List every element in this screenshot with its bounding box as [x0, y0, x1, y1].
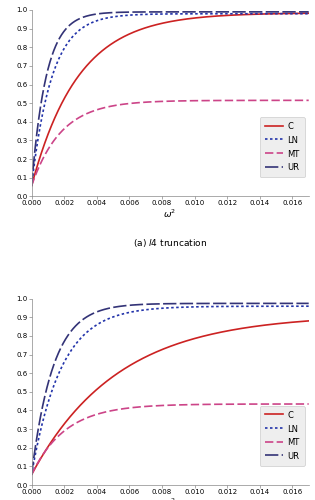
MT	[157, 98, 161, 104]
LN	[299, 10, 302, 16]
MT	[248, 401, 252, 407]
C	[299, 318, 302, 324]
LN	[248, 304, 252, 310]
LN	[307, 303, 311, 309]
C	[157, 21, 161, 27]
MT	[307, 98, 311, 103]
LN	[299, 303, 302, 309]
MT	[299, 98, 302, 103]
UR	[164, 300, 168, 306]
LN	[30, 183, 33, 189]
Legend: C, LN, MT, UR: C, LN, MT, UR	[260, 117, 305, 177]
Line: LN: LN	[32, 14, 309, 186]
C	[30, 183, 33, 189]
Line: C: C	[32, 321, 309, 475]
LN	[299, 303, 302, 309]
C	[299, 10, 302, 16]
UR	[164, 9, 168, 15]
LN	[164, 11, 168, 17]
LN	[157, 11, 161, 17]
C	[307, 318, 311, 324]
Legend: C, LN, MT, UR: C, LN, MT, UR	[260, 406, 305, 466]
UR	[30, 183, 33, 189]
LN	[30, 472, 33, 478]
MT	[44, 150, 48, 156]
UR	[248, 9, 252, 15]
UR	[157, 301, 161, 307]
Line: UR: UR	[32, 12, 309, 186]
MT	[248, 98, 252, 103]
MT	[164, 98, 168, 104]
UR	[299, 300, 302, 306]
UR	[30, 472, 33, 478]
LN	[307, 10, 311, 16]
C	[44, 138, 48, 143]
UR	[299, 9, 302, 15]
MT	[164, 402, 168, 408]
C	[164, 345, 168, 351]
LN	[157, 306, 161, 312]
Line: UR: UR	[32, 304, 309, 475]
Text: (a) $l4$ truncation: (a) $l4$ truncation	[133, 238, 207, 250]
C	[30, 472, 33, 478]
C	[248, 12, 252, 18]
UR	[157, 9, 161, 15]
UR	[299, 300, 302, 306]
X-axis label: $\omega^2$: $\omega^2$	[163, 208, 177, 220]
MT	[30, 472, 33, 478]
LN	[164, 305, 168, 311]
LN	[44, 408, 48, 414]
Line: MT: MT	[32, 100, 309, 186]
C	[299, 10, 302, 16]
C	[44, 448, 48, 454]
C	[157, 348, 161, 354]
UR	[44, 390, 48, 396]
C	[164, 20, 168, 26]
C	[307, 10, 311, 16]
LN	[44, 97, 48, 103]
C	[248, 324, 252, 330]
Line: C: C	[32, 13, 309, 186]
UR	[307, 9, 311, 15]
UR	[44, 76, 48, 82]
UR	[248, 300, 252, 306]
Line: LN: LN	[32, 306, 309, 475]
MT	[299, 98, 302, 103]
MT	[299, 401, 302, 407]
X-axis label: $\omega^2$: $\omega^2$	[163, 496, 177, 500]
LN	[299, 10, 302, 16]
UR	[307, 300, 311, 306]
MT	[157, 402, 161, 408]
MT	[44, 448, 48, 454]
Line: MT: MT	[32, 404, 309, 475]
MT	[30, 183, 33, 189]
C	[299, 318, 302, 324]
LN	[248, 10, 252, 16]
MT	[299, 401, 302, 407]
MT	[307, 401, 311, 407]
UR	[299, 9, 302, 15]
